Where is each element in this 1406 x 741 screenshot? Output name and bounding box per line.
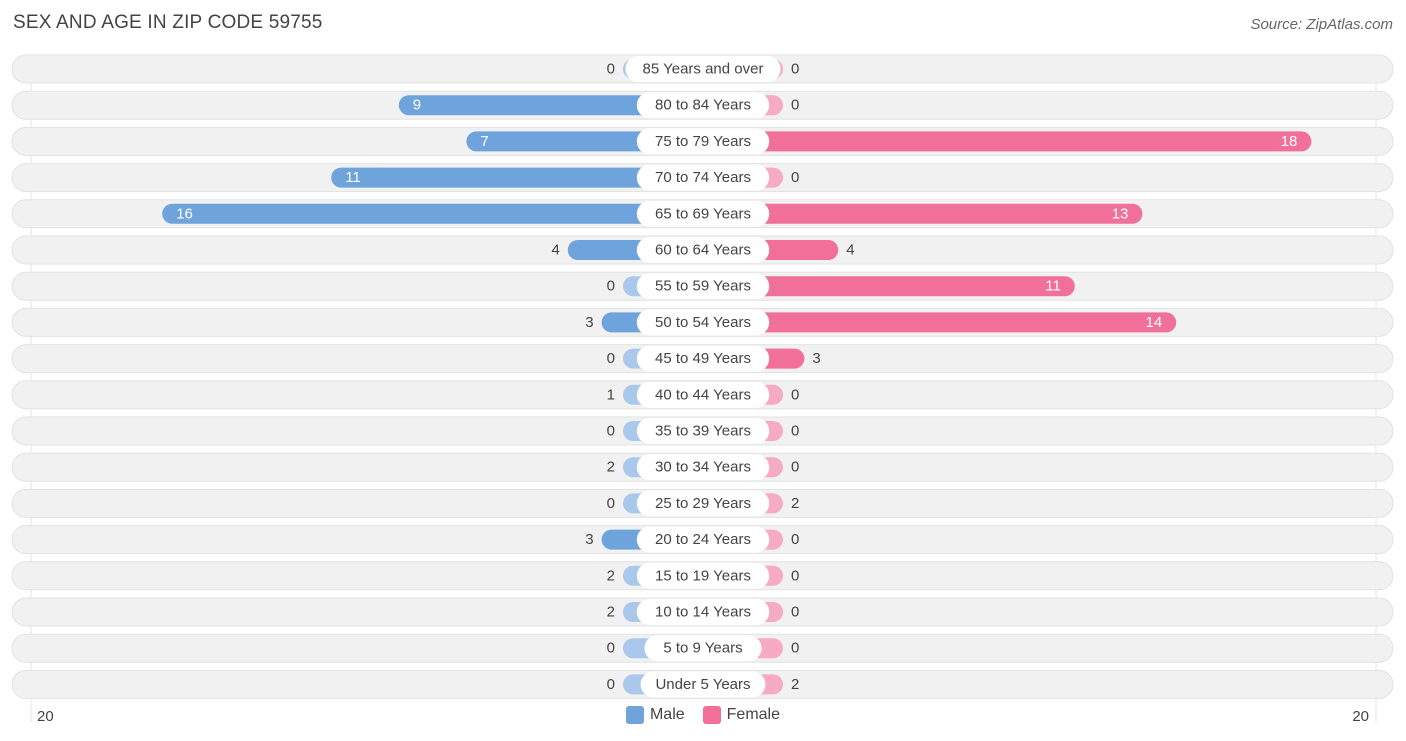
value-female-30-to-34-years: 0 <box>791 459 799 476</box>
category-pill-20-to-24-years <box>636 526 770 553</box>
category-label-65-to-69-years: 65 to 69 Years <box>655 205 751 222</box>
value-male-25-to-29-years: 0 <box>607 495 615 512</box>
category-pill-50-to-54-years <box>636 309 770 336</box>
value-female-85-years-and-over: 0 <box>791 61 799 78</box>
category-pill-70-to-74-years <box>636 164 770 191</box>
category-label-25-to-29-years: 25 to 29 Years <box>655 495 751 512</box>
value-male-60-to-64-years: 4 <box>551 242 559 259</box>
category-label-15-to-19-years: 15 to 19 Years <box>655 567 751 584</box>
category-pill-65-to-69-years <box>636 200 770 227</box>
legend-item-male[interactable]: Male <box>625 706 685 724</box>
category-label-40-to-44-years: 40 to 44 Years <box>655 386 751 403</box>
value-female-45-to-49-years: 3 <box>812 350 820 367</box>
category-label-5-to-9-years: 5 to 9 Years <box>663 640 742 657</box>
category-pill-15-to-19-years <box>636 562 770 589</box>
bar-male-65-to-69-years <box>162 203 703 224</box>
value-female-under-5-years: 2 <box>791 676 799 693</box>
axis-min-label: 20 <box>37 708 54 725</box>
category-label-85-years-and-over: 85 Years and over <box>643 61 764 78</box>
value-female-55-to-59-years: 11 <box>1045 278 1061 295</box>
value-male-15-to-19-years: 2 <box>607 567 615 584</box>
category-label-70-to-74-years: 70 to 74 Years <box>655 169 751 186</box>
category-pill-75-to-79-years <box>636 128 770 155</box>
value-female-50-to-54-years: 14 <box>1146 314 1163 331</box>
legend-item-female[interactable]: Female <box>702 706 781 724</box>
value-male-55-to-59-years: 0 <box>607 278 615 295</box>
legend-label-female: Female <box>726 706 781 723</box>
value-male-85-years-and-over: 0 <box>607 61 615 78</box>
value-male-45-to-49-years: 0 <box>607 350 615 367</box>
bar-female-55-to-59-years <box>703 276 1075 297</box>
legend-label-male: Male <box>649 706 685 723</box>
value-female-35-to-39-years: 0 <box>791 423 799 440</box>
category-pill-55-to-59-years <box>636 273 770 300</box>
value-male-under-5-years: 0 <box>607 676 615 693</box>
legend: Male Female <box>0 706 1406 724</box>
category-pill-45-to-49-years <box>636 345 770 372</box>
value-male-5-to-9-years: 0 <box>607 640 615 657</box>
category-label-55-to-59-years: 55 to 59 Years <box>655 278 751 295</box>
bar-female-75-to-79-years <box>703 131 1312 152</box>
category-label-45-to-49-years: 45 to 49 Years <box>655 350 751 367</box>
legend-swatch-female <box>702 706 721 724</box>
category-pill-40-to-44-years <box>636 381 770 408</box>
category-pill-5-to-9-years <box>644 635 762 662</box>
category-label-50-to-54-years: 50 to 54 Years <box>655 314 751 331</box>
value-male-75-to-79-years: 7 <box>480 133 488 150</box>
category-pill-35-to-39-years <box>636 418 770 444</box>
legend-swatch-male <box>625 706 644 724</box>
category-pill-25-to-29-years <box>636 490 770 517</box>
value-female-5-to-9-years: 0 <box>791 640 799 657</box>
value-female-25-to-29-years: 2 <box>791 495 799 512</box>
value-female-20-to-24-years: 0 <box>791 531 799 548</box>
category-label-under-5-years: Under 5 Years <box>655 676 750 693</box>
value-female-80-to-84-years: 0 <box>791 97 799 114</box>
value-male-70-to-74-years: 11 <box>345 169 361 186</box>
category-label-20-to-24-years: 20 to 24 Years <box>655 531 751 548</box>
value-male-10-to-14-years: 2 <box>607 604 615 621</box>
category-label-35-to-39-years: 35 to 39 Years <box>655 423 751 440</box>
category-pill-under-5-years <box>640 671 766 698</box>
value-female-75-to-79-years: 18 <box>1281 133 1298 150</box>
value-female-10-to-14-years: 0 <box>791 604 799 621</box>
value-male-20-to-24-years: 3 <box>585 531 593 548</box>
bar-male-70-to-74-years <box>331 167 703 188</box>
category-label-75-to-79-years: 75 to 79 Years <box>655 133 751 150</box>
category-label-30-to-34-years: 30 to 34 Years <box>655 459 751 476</box>
value-female-15-to-19-years: 0 <box>791 567 799 584</box>
value-male-65-to-69-years: 16 <box>176 205 193 222</box>
chart-source: Source: ZipAtlas.com <box>1250 16 1393 33</box>
value-male-30-to-34-years: 2 <box>607 459 615 476</box>
value-male-50-to-54-years: 3 <box>585 314 593 331</box>
category-pill-30-to-34-years <box>636 454 770 481</box>
value-female-60-to-64-years: 4 <box>846 242 854 259</box>
value-female-65-to-69-years: 13 <box>1112 205 1129 222</box>
category-label-80-to-84-years: 80 to 84 Years <box>655 97 751 114</box>
bar-female-65-to-69-years <box>703 203 1143 224</box>
value-female-40-to-44-years: 0 <box>791 386 799 403</box>
chart-title: SEX AND AGE IN ZIP CODE 59755 <box>13 12 323 33</box>
value-male-40-to-44-years: 1 <box>607 386 615 403</box>
bar-female-50-to-54-years <box>703 312 1177 333</box>
category-pill-80-to-84-years <box>636 92 770 119</box>
category-pill-85-years-and-over <box>625 56 781 82</box>
category-pill-60-to-64-years <box>636 237 770 263</box>
category-pill-10-to-14-years <box>636 599 770 625</box>
value-male-35-to-39-years: 0 <box>607 423 615 440</box>
axis-max-label: 20 <box>1352 708 1369 725</box>
value-male-80-to-84-years: 9 <box>413 97 421 114</box>
value-female-70-to-74-years: 0 <box>791 169 799 186</box>
category-label-60-to-64-years: 60 to 64 Years <box>655 242 751 259</box>
bar-male-80-to-84-years <box>398 95 703 116</box>
category-label-10-to-14-years: 10 to 14 Years <box>655 604 751 621</box>
